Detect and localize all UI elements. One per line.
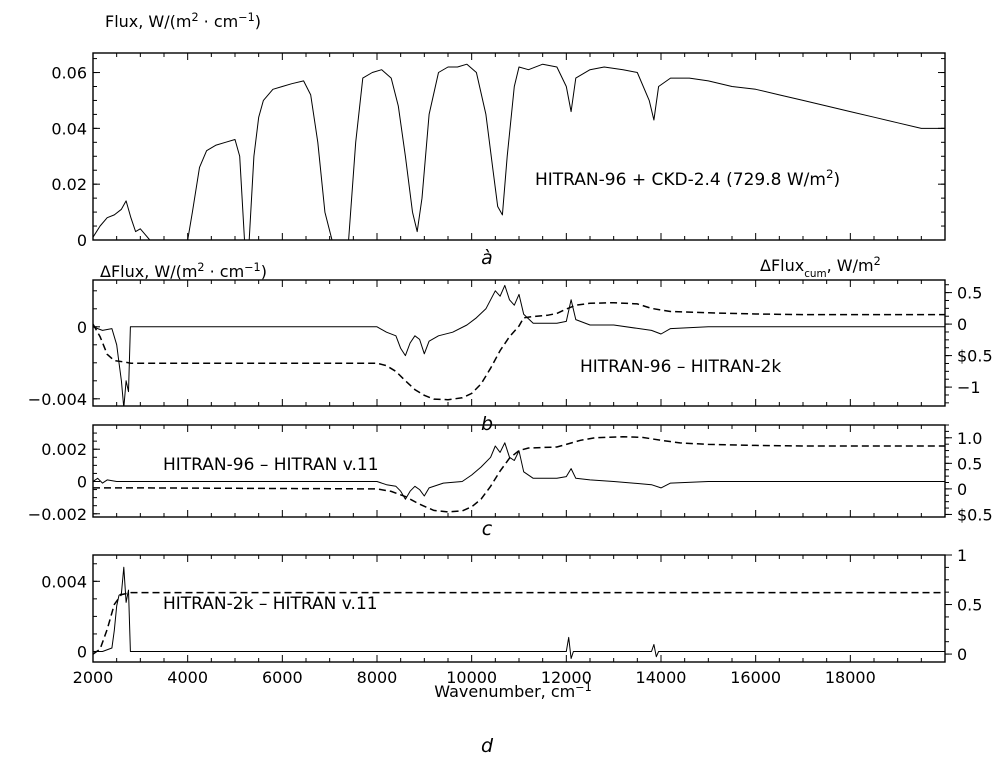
x-tick-label: 8000 xyxy=(357,668,398,687)
y-axis-label: ΔFlux, W/(m2 · cm−1) xyxy=(100,261,267,282)
y-tick-label: 0.004 xyxy=(41,572,87,591)
series-line-cumulative xyxy=(93,436,945,513)
annotation-label: HITRAN-96 – HITRAN-2k xyxy=(580,357,781,377)
y-right-tick-label: 1 xyxy=(957,546,967,565)
y-right-tick-label: 0 xyxy=(957,315,967,334)
data-lines xyxy=(93,63,945,659)
annotation-label: HITRAN-2k – HITRAN v.11 xyxy=(163,594,378,614)
y-axis-label: Flux, W/(m2 · cm−1) xyxy=(105,11,261,32)
y-right-tick-label: $0.5 xyxy=(957,347,993,366)
x-tick-label: 12000 xyxy=(541,668,592,687)
y-tick-label: 0.06 xyxy=(51,64,87,83)
x-axis-label: Wavenumber, cm−1 xyxy=(434,681,591,702)
x-tick-label: 18000 xyxy=(825,668,876,687)
text-labels: 0 0.02 0.04 0.06 Flux, W/(m2 · cm−1) HITRAN-9… xyxy=(28,11,993,758)
y-tick-label: −0.002 xyxy=(28,505,87,524)
x-tick-label: 14000 xyxy=(636,668,687,687)
y-right-tick-label: 1.0 xyxy=(957,429,982,448)
y-right-tick-label: $0.5 xyxy=(957,505,993,524)
series-line-cumulative xyxy=(93,301,945,401)
annotation-label: HITRAN-96 + CKD-2.4 (729.8 W/m2) xyxy=(535,167,840,190)
y-tick-label: 0 xyxy=(77,231,87,250)
x-tick-label: 10000 xyxy=(446,668,497,687)
y-tick-label: 0.04 xyxy=(51,119,87,138)
y-tick-label: 0 xyxy=(77,318,87,337)
annotation-label: HITRAN-96 – HITRAN v.11 xyxy=(163,455,379,475)
series-line-flux xyxy=(93,63,945,240)
panel-label: d xyxy=(481,735,494,757)
y-right-tick-label: 0.5 xyxy=(957,284,982,303)
x-tick-label: 4000 xyxy=(167,668,208,687)
y-tick-label: 0.02 xyxy=(51,175,87,194)
y-tick-label: 0 xyxy=(77,642,87,661)
series-line-cumulative xyxy=(93,591,945,655)
y-right-tick-label: 0 xyxy=(957,480,967,499)
y-right-tick-label: 0.5 xyxy=(957,454,982,473)
y-tick-label: 0 xyxy=(77,472,87,491)
series-line-flux xyxy=(93,284,945,406)
x-tick-label: 16000 xyxy=(730,668,781,687)
x-tick-label: 6000 xyxy=(262,668,303,687)
x-tick-label: 2000 xyxy=(73,668,114,687)
series-line-flux xyxy=(93,566,945,659)
series-line-flux xyxy=(93,442,945,500)
y-right-tick-label: 0.5 xyxy=(957,596,982,615)
panel-frames xyxy=(92,52,952,663)
y-tick-label: −0.004 xyxy=(28,390,87,409)
y-tick-label: 0.002 xyxy=(41,440,87,459)
panel-label: b xyxy=(481,413,493,435)
panel-label: à xyxy=(481,247,493,269)
y-right-tick-label: 0 xyxy=(957,645,967,664)
panel-label: c xyxy=(482,518,493,540)
y-right-tick-label: −1 xyxy=(957,378,981,397)
y-right-axis-label: ΔFluxcum, W/m2 xyxy=(760,255,881,281)
panel-frame xyxy=(92,279,946,407)
panel-frame xyxy=(92,52,946,241)
